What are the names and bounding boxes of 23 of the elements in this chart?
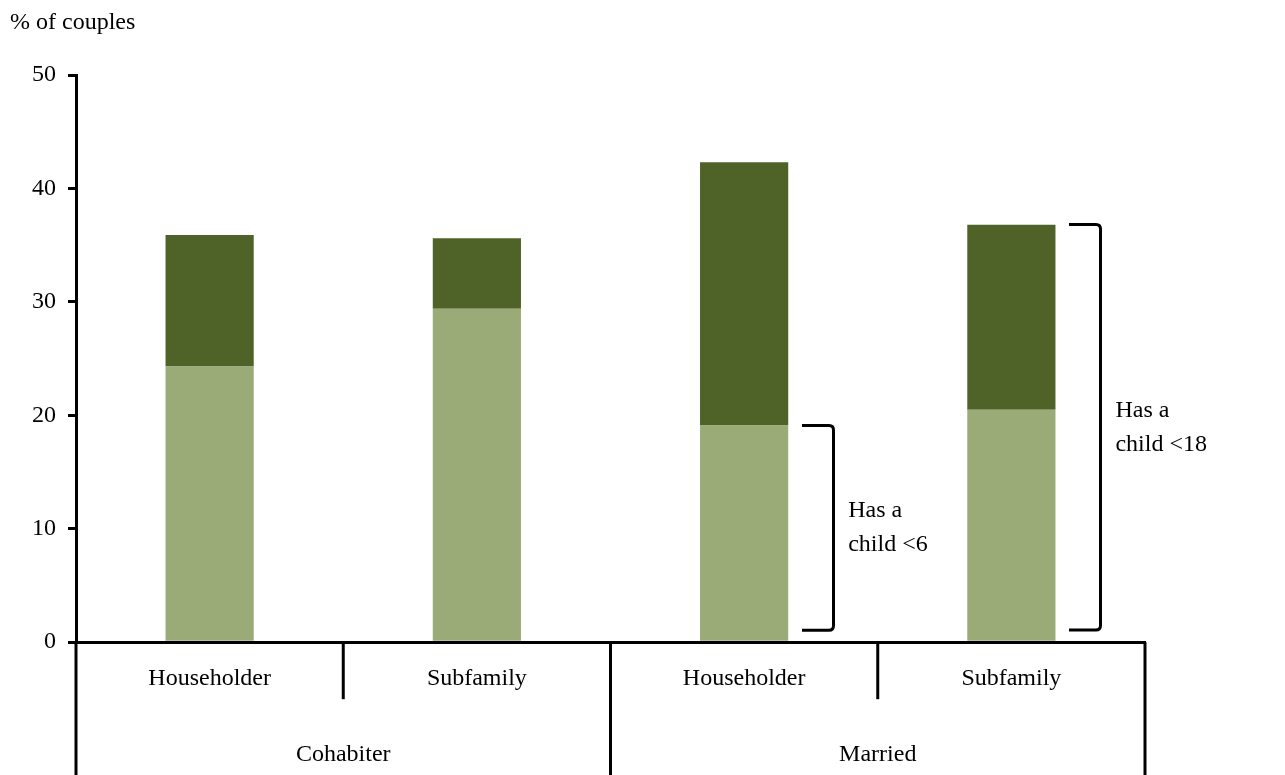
text: Married (839, 740, 917, 767)
bar (165, 366, 254, 641)
y-tick-label: 30 (32, 287, 56, 314)
x-tick-label: Subfamily (426, 663, 527, 690)
x-tick-label: Householder (148, 663, 271, 690)
bar (432, 238, 521, 309)
bar (700, 162, 789, 426)
y-tick-label: 20 (32, 400, 56, 427)
bar (165, 234, 254, 367)
y-tick-label: 50 (32, 60, 56, 87)
annotation: Has a child <18 (1115, 395, 1207, 456)
y-tick-label: 0 (44, 627, 56, 654)
bar (967, 409, 1056, 641)
bar (967, 224, 1056, 410)
annotation: Has a child <6 (848, 496, 928, 557)
y-tick-label: 10 (32, 514, 56, 541)
y-tick-label: 40 (32, 173, 56, 200)
y-axis-title: % of couples (10, 8, 136, 35)
bar (700, 425, 789, 641)
x-tick-label: Subfamily (961, 663, 1062, 690)
text: Cohabiter (295, 740, 391, 767)
x-tick-label: Householder (682, 663, 806, 690)
bar (432, 308, 521, 641)
